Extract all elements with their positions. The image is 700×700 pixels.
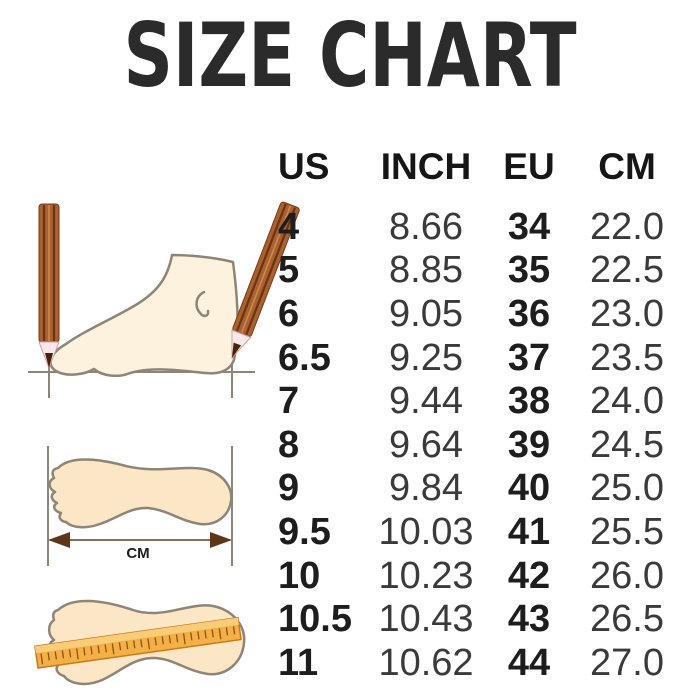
ruler-icon xyxy=(34,616,242,669)
column-header-eu: EU xyxy=(503,145,555,187)
foot-side-with-pencils-icon xyxy=(28,201,300,398)
cell-inch: 9.05 xyxy=(389,292,463,335)
cell-cm: 23.0 xyxy=(590,292,664,335)
cell-eu: 38 xyxy=(507,380,551,423)
cell-us: 10 xyxy=(278,554,321,597)
cell-cm: 26.0 xyxy=(590,554,664,597)
cell-cm: 27.0 xyxy=(590,641,664,684)
cell-us: 6 xyxy=(278,292,300,335)
cell-inch: 8.66 xyxy=(389,205,463,248)
cell-eu: 39 xyxy=(507,423,551,466)
cell-us: 7 xyxy=(278,380,300,423)
cell-us: 5 xyxy=(278,249,300,292)
cell-cm: 24.5 xyxy=(590,423,664,466)
cell-us: 11 xyxy=(278,641,319,684)
column-header-inch: INCH xyxy=(380,145,472,187)
cell-us: 9 xyxy=(278,467,300,510)
cell-cm: 24.0 xyxy=(590,380,664,423)
column-header-cm: CM xyxy=(598,145,656,187)
size-table-body: 4 8.66 34 22.0 5 8.85 35 22.5 6 9.05 36 23.0 6.5 9.25… xyxy=(278,205,678,685)
cell-inch: 9.84 xyxy=(389,467,463,510)
cell-inch: 9.64 xyxy=(389,423,463,466)
cell-us: 6.5 xyxy=(278,336,331,379)
cell-cm: 25.0 xyxy=(590,467,664,510)
cell-eu: 35 xyxy=(507,249,551,292)
footprint-ruler-icon xyxy=(34,599,246,686)
cm-label: CM xyxy=(126,545,149,562)
size-table: US INCH EU CM 4 8.66 34 22.0 5 8.85 35 22.5 6 9.0… xyxy=(278,144,678,685)
cell-inch: 9.44 xyxy=(389,380,463,423)
cell-eu: 34 xyxy=(507,205,551,248)
cell-inch: 10.03 xyxy=(378,510,474,553)
cell-eu: 41 xyxy=(507,510,551,553)
cell-eu: 40 xyxy=(507,467,551,510)
cell-us: 8 xyxy=(278,423,300,466)
cell-inch: 10.62 xyxy=(378,641,474,684)
cell-eu: 44 xyxy=(507,641,551,684)
cell-cm: 22.0 xyxy=(590,205,664,248)
cell-eu: 37 xyxy=(507,336,551,379)
cell-eu: 36 xyxy=(507,292,551,335)
cell-cm: 23.5 xyxy=(590,336,664,379)
footprint-icon xyxy=(48,458,233,529)
cm-arrow xyxy=(48,532,232,548)
page-title: SIZE CHART xyxy=(123,4,577,107)
pencil-icon xyxy=(231,201,300,360)
pencil-icon xyxy=(38,203,60,370)
cell-inch: 9.25 xyxy=(389,336,463,379)
cell-cm: 22.5 xyxy=(590,249,664,292)
cell-us: 4 xyxy=(278,205,300,248)
cell-inch: 10.43 xyxy=(378,598,474,641)
cell-inch: 10.23 xyxy=(378,554,474,597)
size-table-header: US INCH EU CM xyxy=(278,144,678,188)
cell-us: 10.5 xyxy=(278,598,352,641)
cell-eu: 43 xyxy=(507,598,551,641)
ruler-ticks xyxy=(40,626,236,665)
cell-cm: 25.5 xyxy=(590,510,664,553)
cell-us: 9.5 xyxy=(278,510,331,553)
footprint-cm-arrow-icon: CM xyxy=(47,446,233,566)
measure-bounds xyxy=(47,446,233,566)
column-header-us: US xyxy=(278,145,330,187)
foot-icon xyxy=(49,253,239,378)
cell-inch: 8.85 xyxy=(389,249,463,292)
cell-eu: 42 xyxy=(507,554,551,597)
cell-cm: 26.5 xyxy=(590,598,664,641)
